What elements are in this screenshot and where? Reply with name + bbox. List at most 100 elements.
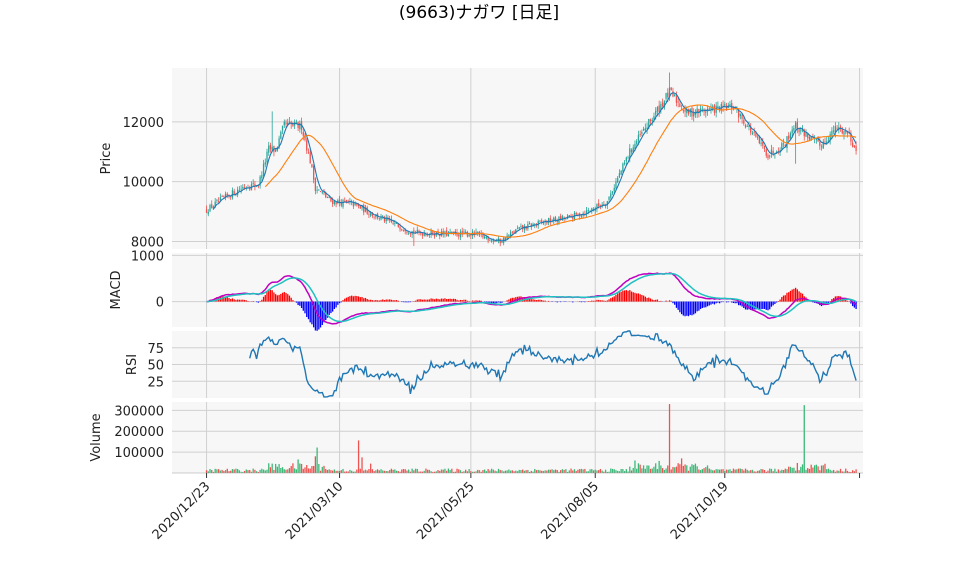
volume-bar [657,469,658,473]
macd-hist-bar [830,301,831,302]
volume-bar [316,448,317,473]
candle-body [285,123,286,125]
candle-body [403,230,404,231]
volume-bar [468,469,469,473]
volume-bar [693,465,694,473]
volume-bar [577,470,578,473]
volume-bar [638,463,639,473]
candle-body [315,178,316,191]
candle-body [282,126,283,131]
candle-body [598,203,599,206]
macd-hist-bar [418,299,419,301]
volume-bar [795,471,796,473]
macd-hist-bar [608,299,609,301]
macd-hist-bar [287,294,288,301]
candle-body [240,189,241,190]
volume-bar [823,465,824,473]
volume-bar [515,471,516,473]
macd-hist-bar [396,300,397,301]
candle-body [529,223,530,224]
volume-bar [767,471,768,473]
macd-hist-bar [778,301,779,302]
candle-body [821,146,822,147]
candle-body [760,143,761,144]
vol-tick-label: 200000 [114,425,164,440]
volume-bar [287,469,288,473]
macd-hist-bar [448,299,449,302]
macd-hist-bar [719,302,720,304]
volume-bar [384,471,385,473]
macd-hist-bar [785,295,786,301]
macd-hist-bar [728,302,729,303]
volume-bar [211,470,212,473]
candle-body [577,213,578,214]
volume-bar [614,469,615,473]
macd-hist-bar [363,298,364,301]
volume-bar [460,470,461,473]
macd-hist-bar [593,301,594,302]
volume-bar [833,470,834,473]
candle-body [263,164,264,176]
macd-hist-bar [472,300,473,301]
volume-bar [239,470,240,473]
macd-hist-bar [284,292,285,302]
volume-bar [299,463,300,473]
macd-hist-bar [648,298,649,302]
macd-hist-bar [769,302,770,310]
candle-body [667,93,668,97]
candle-body [468,235,469,236]
volume-bar [716,469,717,473]
volume-bar [684,464,685,473]
volume-bar [225,470,226,473]
macd-hist-bar [619,292,620,301]
macd-hist-bar [698,302,699,311]
candle-body [373,217,374,218]
macd-panel-bg [172,253,863,327]
volume-bar [707,465,708,473]
volume-bar [679,464,680,473]
volume-bar [531,471,532,473]
macd-hist-bar [494,302,495,304]
candle-body [306,141,307,151]
macd-hist-bar [475,300,476,301]
candle-body [227,194,228,196]
volume-bar [570,469,571,473]
candle-body [754,132,755,133]
volume-bar [394,469,395,473]
volume-bar [446,471,447,473]
candle-body [640,134,641,135]
candle-body [539,221,540,222]
macd-hist-bar [640,294,641,301]
macd-hist-bar [589,301,590,302]
volume-bar [401,470,402,473]
macd-hist-bar [311,302,312,325]
candle-body [501,242,502,243]
candle-body [757,137,758,138]
candle-body [394,223,395,224]
candle-body [672,91,673,96]
volume-bar [375,470,376,473]
candle-body [268,146,269,153]
macd-hist-bar [304,302,305,314]
volume-bar [522,470,523,473]
macd-hist-bar [398,301,399,302]
macd-hist-bar [361,297,362,302]
volume-bar [406,471,407,473]
candle-body [608,197,609,200]
volume-bar [700,470,701,473]
volume-bar [581,469,582,473]
volume-bar [367,470,368,473]
volume-bar [237,469,238,473]
macd-hist-bar [280,294,281,302]
macd-hist-bar [707,302,708,307]
x-tick-label: 2020/12/23 [150,479,214,543]
volume-bar [215,469,216,473]
macd-hist-bar [779,300,780,302]
candle-body [591,208,592,210]
macd-hist-bar [289,296,290,302]
candle-body [724,104,725,105]
volume-bar [487,469,488,473]
candle-body [318,190,319,191]
candle-body [752,133,753,134]
candle-body [284,122,285,126]
